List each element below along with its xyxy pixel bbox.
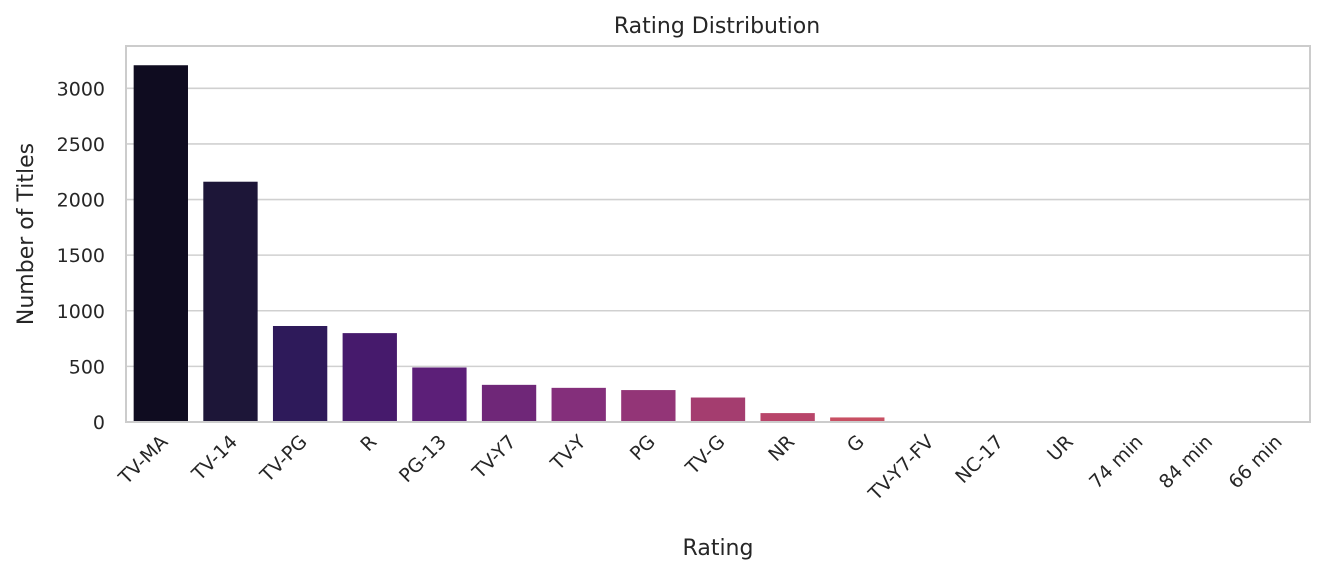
x-tick-label: PG bbox=[626, 431, 660, 465]
y-tick-label: 1500 bbox=[57, 245, 105, 267]
bar-tv-pg bbox=[272, 325, 328, 422]
y-tick-label: 1000 bbox=[57, 301, 105, 323]
y-axis-label: Number of Titles bbox=[14, 143, 39, 325]
x-tick-label: G bbox=[843, 431, 869, 457]
y-tick-labels: 0 500 1000 1500 2000 2500 3000 bbox=[57, 78, 105, 434]
bar-tv-ma bbox=[133, 65, 188, 423]
bar-tv-y bbox=[551, 387, 606, 422]
x-tick-labels: TV-MA TV-14 TV-PG R PG-13 TV-Y7 TV-Y PG TV-G NR GT… bbox=[114, 431, 1287, 506]
x-axis-label: Rating bbox=[683, 536, 754, 561]
bars bbox=[133, 65, 1303, 423]
x-tick-label: UR bbox=[1043, 431, 1078, 466]
x-tick-label: TV-G bbox=[681, 431, 730, 480]
y-tick-label: 2500 bbox=[57, 134, 105, 156]
x-tick-label: NC-17 bbox=[951, 431, 1008, 488]
x-tick-label: 84 min bbox=[1155, 431, 1217, 493]
bar-nr bbox=[760, 413, 815, 422]
x-tick-label: NR bbox=[764, 431, 799, 466]
chart-title: Rating Distribution bbox=[614, 14, 820, 39]
bar-pg bbox=[621, 390, 676, 422]
y-tick-label: 3000 bbox=[57, 78, 105, 100]
bar-r bbox=[342, 333, 397, 422]
x-tick-label: 66 min bbox=[1224, 431, 1286, 493]
x-tick-label: TV-PG bbox=[255, 431, 311, 487]
x-tick-label: TV-Y7 bbox=[468, 431, 521, 484]
y-tick-label: 2000 bbox=[57, 190, 105, 212]
bar-tv-14 bbox=[203, 181, 258, 422]
x-tick-label: TV-14 bbox=[187, 431, 242, 486]
x-tick-label: TV-Y bbox=[546, 431, 591, 476]
bar-tv-y7 bbox=[481, 384, 537, 422]
y-tick-label: 500 bbox=[69, 356, 105, 378]
x-tick-label: PG-13 bbox=[395, 431, 451, 487]
x-tick-label: R bbox=[356, 431, 381, 456]
bar-tv-g bbox=[690, 397, 746, 422]
x-tick-label: TV-Y7-FV bbox=[864, 431, 939, 506]
bar-pg-13 bbox=[412, 367, 467, 422]
y-tick-label: 0 bbox=[93, 412, 105, 434]
plot-frame bbox=[125, 45, 1311, 423]
x-tick-label: 74 min bbox=[1085, 431, 1147, 493]
x-tick-label: TV-MA bbox=[114, 431, 173, 490]
bar-g bbox=[830, 417, 885, 422]
